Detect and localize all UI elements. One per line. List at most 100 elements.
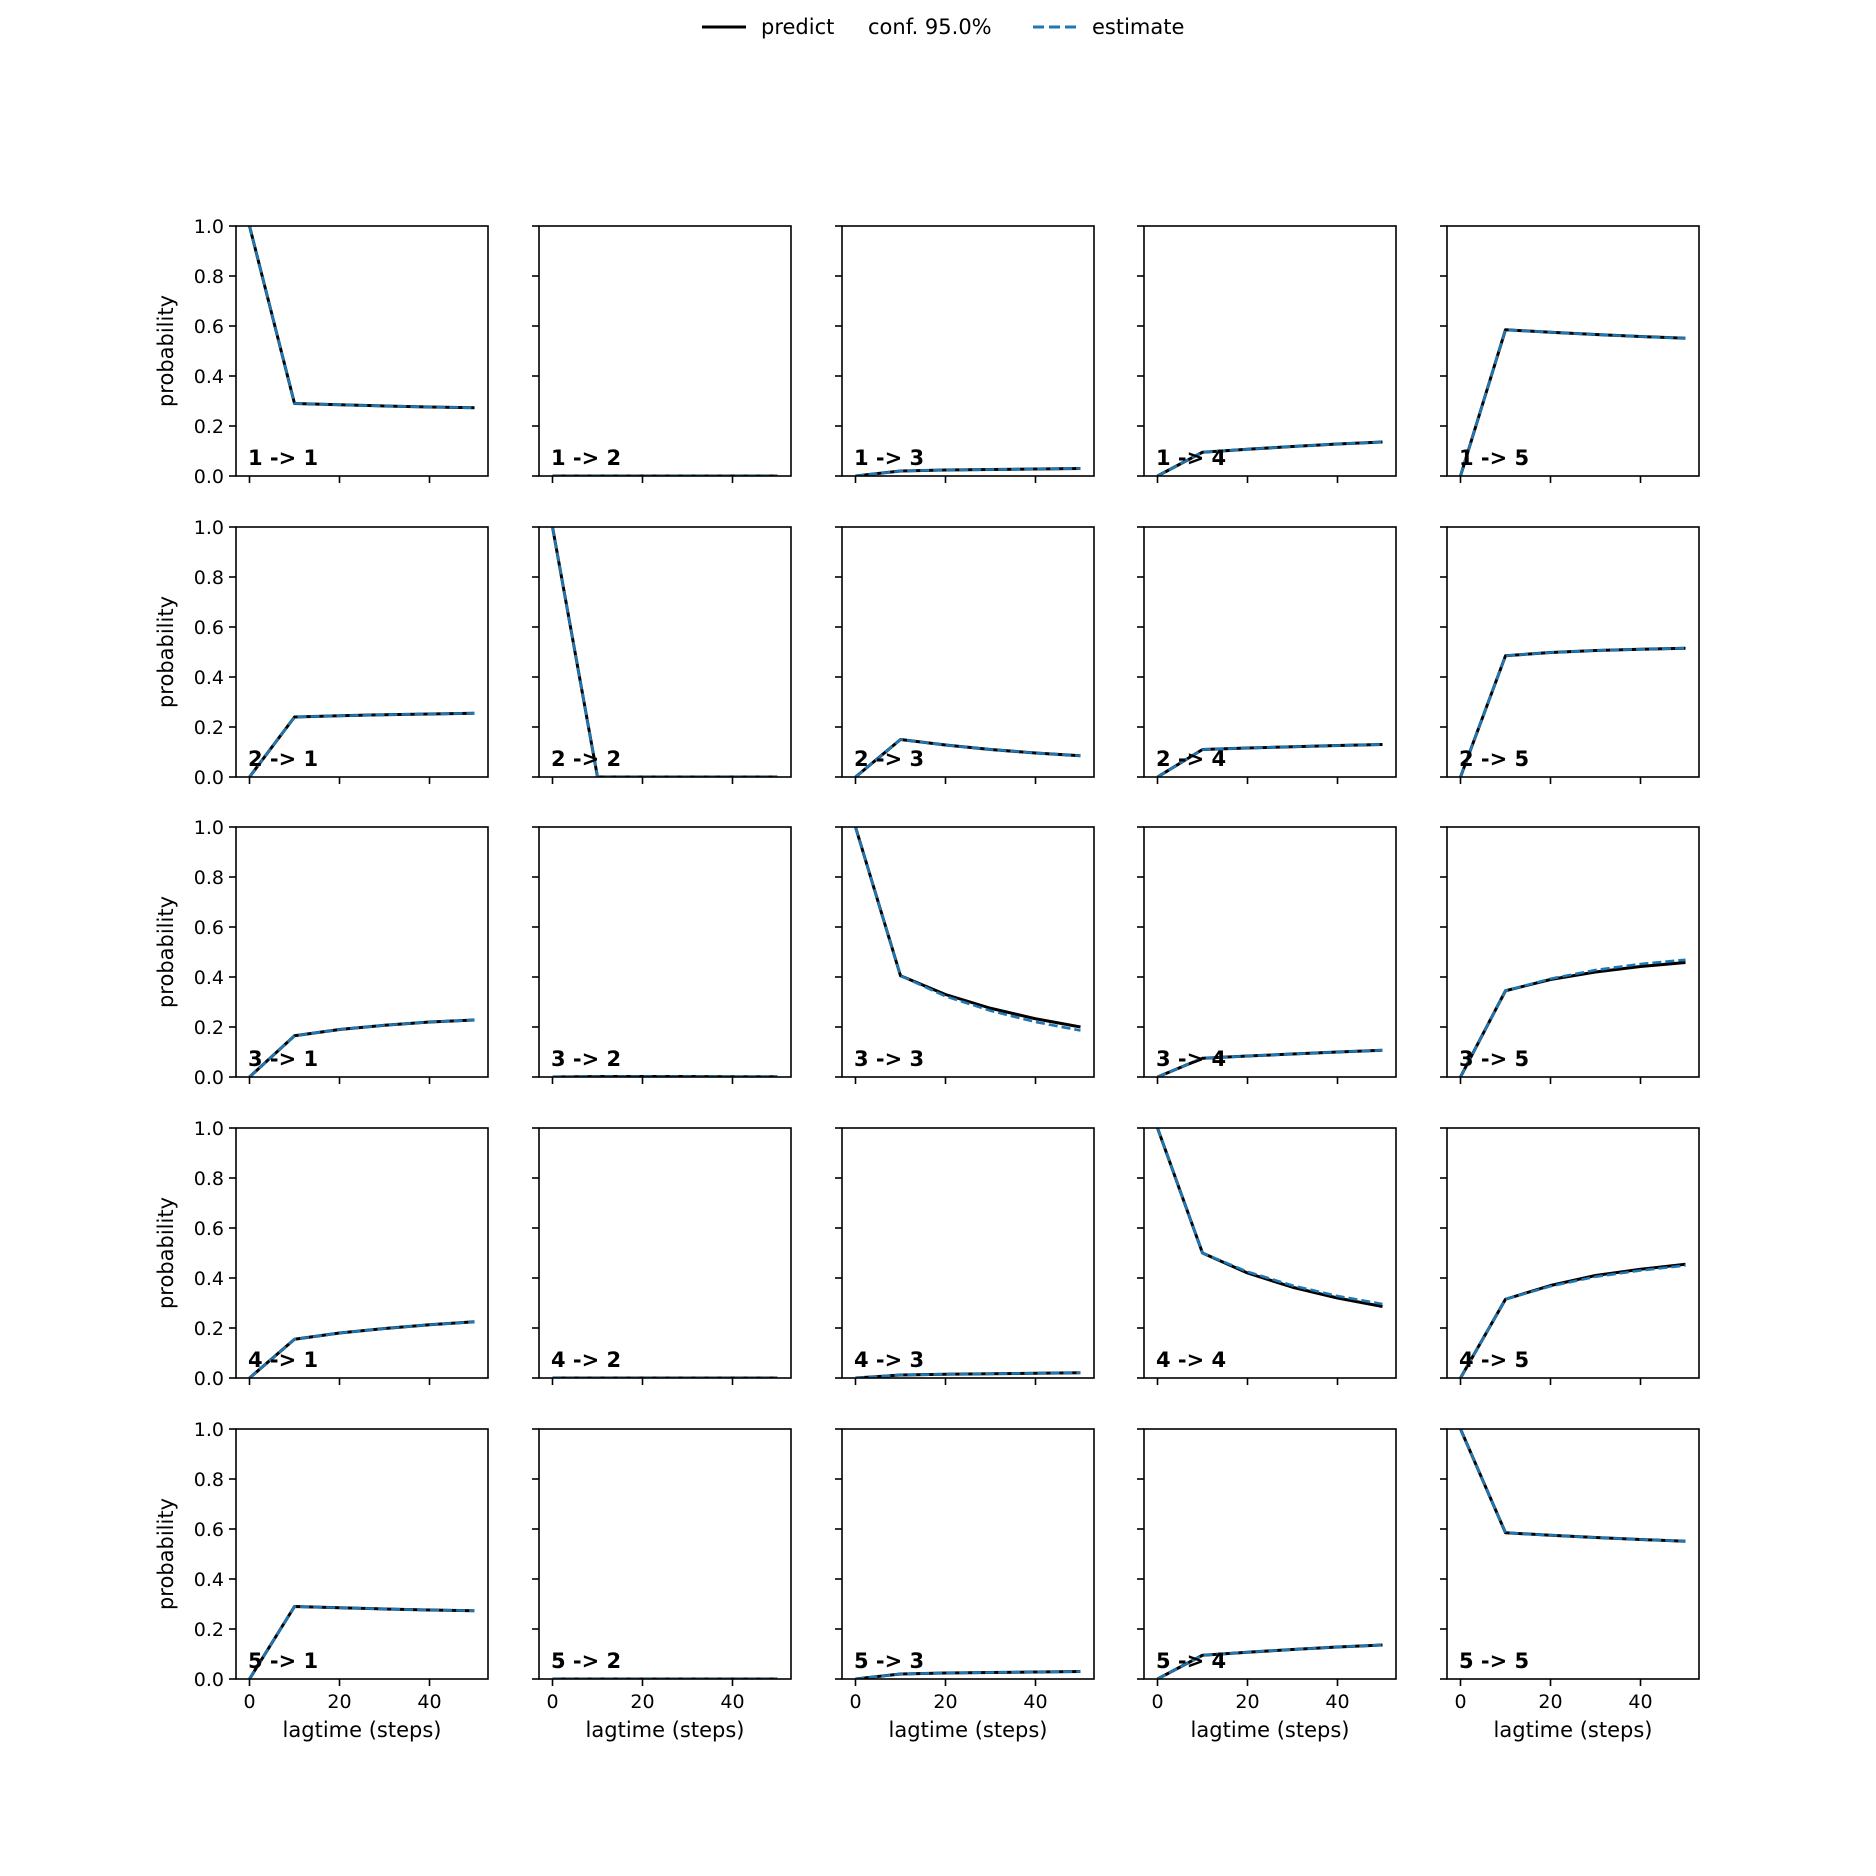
- estimate-line: [1459, 1429, 1686, 1543]
- legend: predict conf. 95.0% estimate: [702, 15, 1184, 39]
- legend-label-conf: conf. 95.0%: [868, 15, 992, 39]
- x-axis-title: lagtime (steps): [586, 1718, 745, 1742]
- estimate-line: [1459, 646, 1686, 777]
- estimate-line: [1459, 1264, 1686, 1378]
- y-tick-label: 0.2: [194, 1619, 224, 1641]
- axes-frame: [1446, 1127, 1700, 1379]
- panel-4-to-5: 4 -> 5: [1440, 1127, 1700, 1385]
- panel-4-to-2: 4 -> 2: [532, 1127, 792, 1385]
- panel-5-to-2: 0 20 40 5 -> 2 lagtime (steps): [532, 1428, 792, 1742]
- panel-4-to-3: 4 -> 3: [835, 1127, 1095, 1385]
- y-tick-label: 0.6: [194, 1218, 224, 1240]
- x-tick-label: 40: [1628, 1691, 1652, 1713]
- panel-3-to-5: 3 -> 5: [1440, 826, 1700, 1084]
- axes-frame: [1143, 225, 1397, 477]
- axes-frame: [841, 1127, 1095, 1379]
- panel-label: 5 -> 1: [248, 1649, 318, 1673]
- y-tick-label: 1.0: [194, 1118, 224, 1140]
- x-tick-label: 20: [1538, 1691, 1562, 1713]
- panel-label: 3 -> 3: [854, 1047, 924, 1071]
- y-tick-label: 0.6: [194, 917, 224, 939]
- panel-2-to-2: 2 -> 2: [532, 526, 792, 784]
- panel-label: 1 -> 2: [551, 446, 621, 470]
- legend-label-predict: predict: [761, 15, 834, 39]
- estimate-line: [855, 467, 1081, 476]
- panel-grid: 0.0 0.2 0.4 0.6 0.8 1.0 1 -> 1 probability 1 -> …: [154, 216, 1700, 1742]
- panel-label: 4 -> 3: [854, 1348, 924, 1372]
- panel-3-to-3: 3 -> 3: [835, 826, 1095, 1084]
- y-tick-label: 0.2: [194, 416, 224, 438]
- axes-frame: [538, 526, 792, 778]
- panel-5-to-4: 0 20 40 5 -> 4 lagtime (steps): [1137, 1428, 1397, 1742]
- axes-frame: [1143, 1428, 1397, 1680]
- x-tick-label: 0: [1151, 1691, 1163, 1713]
- panel-5-to-1: 0.0 0.2 0.4 0.6 0.8 1.0 0 20 40 5 -> 1 probability…: [154, 1419, 489, 1742]
- y-tick-label: 0.2: [194, 717, 224, 739]
- panel-3-to-4: 3 -> 4: [1137, 826, 1397, 1084]
- panel-1-to-3: 1 -> 3: [835, 225, 1095, 483]
- axes-frame: [841, 526, 1095, 778]
- axes-frame: [538, 826, 792, 1078]
- y-tick-label: 0.4: [194, 1569, 224, 1591]
- estimate-line: [854, 738, 1081, 777]
- panel-2-to-3: 2 -> 3: [835, 526, 1095, 784]
- estimate-line: [1156, 1128, 1383, 1306]
- y-tick-label: 0.0: [194, 466, 224, 488]
- panel-1-to-5: 1 -> 5: [1440, 225, 1700, 483]
- panel-4-to-1: 0.0 0.2 0.4 0.6 0.8 1.0 4 -> 1 probability: [154, 1118, 489, 1390]
- x-tick-label: 40: [1023, 1691, 1047, 1713]
- y-tick-label: 0.0: [194, 767, 224, 789]
- predict-line: [248, 1018, 475, 1077]
- estimate-line: [855, 1670, 1081, 1679]
- axes-frame: [841, 1428, 1095, 1680]
- estimate-line: [1156, 743, 1383, 777]
- y-axis-title: probability: [154, 295, 178, 407]
- x-tick-label: 40: [417, 1691, 441, 1713]
- predict-line: [1459, 328, 1686, 476]
- estimate-line: [248, 1320, 475, 1378]
- x-tick-label: 0: [849, 1691, 861, 1713]
- x-axis-title: lagtime (steps): [283, 1718, 442, 1742]
- panel-label: 5 -> 3: [854, 1649, 924, 1673]
- panel-label: 2 -> 5: [1459, 747, 1529, 771]
- y-tick-label: 0.8: [194, 266, 224, 288]
- panel-label: 3 -> 5: [1459, 1047, 1529, 1071]
- panel-label: 3 -> 1: [248, 1047, 318, 1071]
- axes-frame: [235, 526, 489, 778]
- panel-label: 5 -> 5: [1459, 1649, 1529, 1673]
- panel-3-to-2: 3 -> 2: [532, 826, 792, 1084]
- panel-2-to-1: 0.0 0.2 0.4 0.6 0.8 1.0 2 -> 1 probability: [154, 517, 489, 789]
- x-tick-label: 20: [630, 1691, 654, 1713]
- x-axis-title: lagtime (steps): [889, 1718, 1048, 1742]
- axes-frame: [1143, 1127, 1397, 1379]
- estimate-line: [855, 1371, 1081, 1378]
- y-tick-label: 0.8: [194, 867, 224, 889]
- y-axis-title: probability: [154, 1498, 178, 1610]
- panel-label: 1 -> 5: [1459, 446, 1529, 470]
- panel-label: 4 -> 5: [1459, 1348, 1529, 1372]
- y-tick-label: 0.0: [194, 1067, 224, 1089]
- x-tick-label: 20: [933, 1691, 957, 1713]
- axes-frame: [235, 826, 489, 1078]
- panel-label: 2 -> 3: [854, 747, 924, 771]
- x-tick-label: 0: [1454, 1691, 1466, 1713]
- estimate-line: [1156, 440, 1383, 476]
- axes-frame: [1446, 225, 1700, 477]
- panel-label: 2 -> 2: [551, 747, 621, 771]
- axes-frame: [841, 225, 1095, 477]
- axes-frame: [841, 826, 1095, 1078]
- estimate-line: [854, 827, 1081, 1032]
- y-axis-title: probability: [154, 1197, 178, 1309]
- axes-frame: [538, 1127, 792, 1379]
- axes-frame: [1446, 526, 1700, 778]
- axes-frame: [538, 1428, 792, 1680]
- panel-1-to-1: 0.0 0.2 0.4 0.6 0.8 1.0 1 -> 1 probability: [154, 216, 489, 488]
- panel-label: 2 -> 1: [248, 747, 318, 771]
- axes-frame: [538, 225, 792, 477]
- panel-label: 4 -> 2: [551, 1348, 621, 1372]
- estimate-line: [1459, 958, 1686, 1077]
- y-tick-label: 1.0: [194, 1419, 224, 1441]
- x-tick-label: 20: [1235, 1691, 1259, 1713]
- y-tick-label: 0.4: [194, 667, 224, 689]
